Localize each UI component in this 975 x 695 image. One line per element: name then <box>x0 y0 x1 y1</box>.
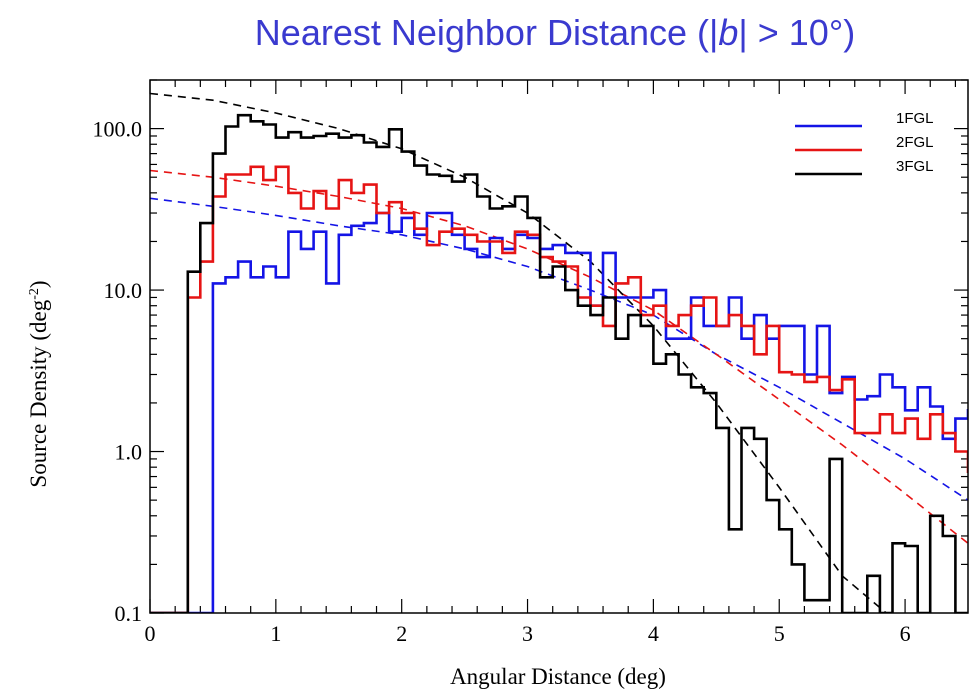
legend: 1FGL 2FGL 3FGL <box>795 110 934 176</box>
fit-curve <box>150 92 887 613</box>
axis-ticks <box>149 79 968 614</box>
y-tick-label: 0.1 <box>115 601 143 626</box>
series-2FGL <box>150 165 968 613</box>
legend-label: 3FGL <box>896 158 934 175</box>
legend-label: 2FGL <box>896 134 934 151</box>
series-3FGL <box>150 113 968 613</box>
title-part-2: | > 10°) <box>738 12 856 53</box>
x-tick-label: 5 <box>774 621 785 646</box>
series-1FGL <box>150 211 968 613</box>
fit-curves <box>150 92 968 613</box>
x-tick-label: 6 <box>900 621 911 646</box>
y-tick-label: 1.0 <box>115 440 143 465</box>
y-axis-title-end: ) <box>26 280 51 288</box>
x-tick-label: 1 <box>270 621 281 646</box>
histogram-series <box>150 113 968 613</box>
fit-curve <box>150 169 968 544</box>
y-tick-label: 100.0 <box>93 117 143 142</box>
x-tick-label: 2 <box>396 621 407 646</box>
y-axis-title-sup: -2 <box>27 288 42 300</box>
legend-label: 1FGL <box>896 110 934 127</box>
title-part-italic: b <box>718 12 739 53</box>
x-tick-label: 4 <box>648 621 659 646</box>
y-tick-label: 10.0 <box>104 278 143 303</box>
fit-curve <box>150 197 968 501</box>
y-axis-title: Source Density (deg-2) <box>26 280 51 487</box>
x-axis-title: Angular Distance (deg) <box>450 664 666 689</box>
chart-title: Nearest Neighbor Distance (|b| > 10°) <box>150 12 960 54</box>
title-part-1: Nearest Neighbor Distance (| <box>254 12 719 53</box>
x-tick-label: 0 <box>145 621 156 646</box>
plot-frame <box>149 79 969 614</box>
tick-labels: 0 1 2 3 4 5 6 0.1 1.0 10.0 100.0 <box>93 117 911 646</box>
y-axis-title-main: Source Density (deg <box>26 299 51 487</box>
x-tick-label: 3 <box>522 621 533 646</box>
